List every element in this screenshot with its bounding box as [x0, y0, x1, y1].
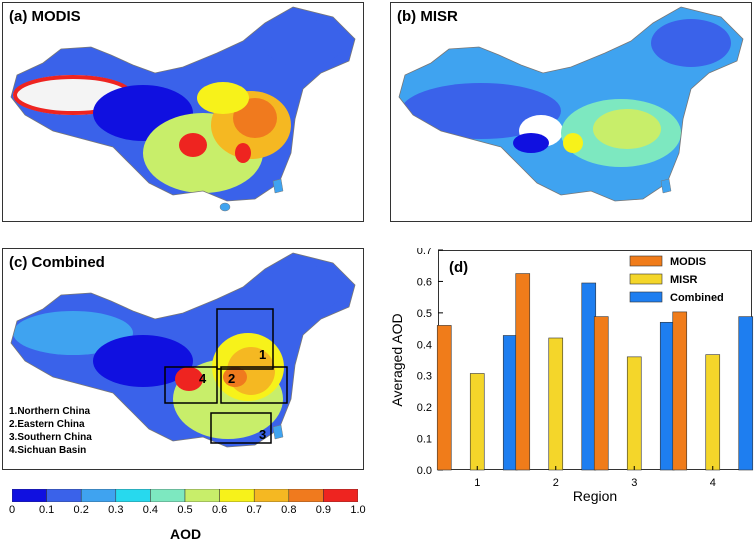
colorbar-tick-label: 0.2	[73, 504, 89, 516]
colorbar-swatches	[11, 488, 359, 503]
x-tick-label: 2	[553, 477, 559, 489]
x-tick-label: 3	[631, 477, 637, 489]
colorbar-swatch	[288, 488, 324, 503]
colorbar-tick-label: 0.7	[246, 504, 262, 516]
y-tick-label: 0.5	[417, 308, 432, 320]
region-legend-item: 2.Eastern China	[9, 419, 85, 430]
aod-colorbar	[11, 488, 359, 503]
bar-combined-region-2	[581, 282, 597, 471]
legend-label-combined: Combined	[670, 292, 724, 304]
y-tick-label: 0.1	[417, 434, 432, 446]
x-axis-label: Region	[573, 488, 617, 504]
panel-c-label: (c) Combined	[9, 254, 105, 271]
colorbar-swatch	[11, 488, 47, 503]
legend-label-misr: MISR	[670, 274, 698, 286]
colorbar-tick-label: 0.6	[211, 504, 228, 516]
region-legend: 1.Northern China 2.Eastern China 3.South…	[9, 405, 92, 457]
colorbar-tick-label: 0.3	[108, 504, 124, 516]
bar-misr-region-3	[626, 356, 642, 471]
bar-combined-region-3	[659, 321, 675, 471]
panel-b-label: (b) MISR	[397, 8, 458, 25]
bar-modis-region-2	[515, 273, 531, 471]
legend-label-modis: MODIS	[670, 256, 706, 268]
colorbar-swatch	[253, 488, 290, 503]
panel-misr-map: (b) MISR	[390, 2, 752, 222]
region-box-northern-china	[216, 308, 274, 370]
legend-swatch-misr	[629, 273, 663, 285]
colorbar-tick-label: 0.5	[177, 504, 193, 516]
bar-modis-region-1	[436, 325, 452, 471]
bar-combined-region-1	[502, 335, 518, 471]
colorbar-swatch	[323, 488, 359, 503]
region-box-number-3: 3	[259, 427, 266, 442]
legend-swatch-modis	[629, 255, 663, 267]
region-box-number-4: 4	[199, 371, 207, 386]
bar-modis-region-3	[593, 316, 609, 471]
colorbar-tick-label: 0.9	[315, 504, 332, 516]
colorbar-swatch	[184, 488, 220, 503]
china-map-misr	[398, 6, 744, 202]
y-axis-label: Averaged AOD	[389, 313, 405, 406]
y-tick-label: 0.0	[417, 465, 432, 477]
y-tick-label: 0.3	[417, 371, 432, 383]
x-tick-label: 4	[710, 477, 716, 489]
colorbar-title: AOD	[170, 526, 202, 542]
y-tick-label: 0.6	[417, 276, 432, 288]
region-box-number-1: 1	[259, 347, 266, 362]
bar-misr-region-4	[705, 354, 721, 471]
y-tick-label: 0.2	[417, 402, 432, 414]
bar-combined-region-4	[738, 316, 754, 471]
region-legend-item: 4.Sichuan Basin	[9, 445, 87, 456]
region-legend-item: 1.Northern China	[9, 406, 91, 417]
panel-d-label: (d)	[449, 259, 469, 276]
bar-misr-region-1	[469, 373, 485, 471]
colorbar-tick-label: 1.0	[350, 504, 366, 516]
bar-chart: 0.0 0.1 0.2 0.3 0.4 0.5 0.6 0.7 Averaged AOD 1 2 3 4…	[389, 248, 754, 504]
colorbar-swatch	[115, 488, 151, 503]
china-map-modis	[10, 6, 356, 212]
colorbar-tick-label: 0.4	[142, 504, 159, 516]
legend-swatch-combined	[629, 291, 663, 303]
region-box-eastern-china	[220, 366, 288, 404]
x-tick-label: 1	[474, 477, 480, 489]
colorbar-swatch	[46, 488, 82, 503]
colorbar-swatch	[80, 488, 117, 503]
bar-misr-region-2	[548, 337, 564, 471]
panel-a-label: (a) MODIS	[9, 8, 81, 25]
region-box-southern-china	[210, 412, 272, 444]
region-box-number-2: 2	[228, 371, 235, 386]
bar-modis-region-4	[672, 311, 688, 471]
y-tick-label: 0.7	[417, 248, 432, 257]
panel-combined-map: 1 2 3 4 (c) Combined 1.Northern China 2.…	[2, 248, 364, 470]
y-tick-label: 0.4	[417, 339, 432, 351]
colorbar-swatch	[150, 488, 186, 503]
colorbar-tick-label: 0	[8, 504, 16, 516]
region-box-sichuan-basin	[164, 366, 218, 404]
panel-modis-map: (a) MODIS	[2, 2, 364, 222]
china-map-combined: 1 2 3 4	[10, 252, 356, 448]
colorbar-tick-label: 0.8	[281, 504, 297, 516]
colorbar-tick-label: 0.1	[38, 504, 55, 516]
colorbar-swatch	[219, 488, 255, 503]
region-legend-item: 3.Southern China	[9, 432, 92, 443]
